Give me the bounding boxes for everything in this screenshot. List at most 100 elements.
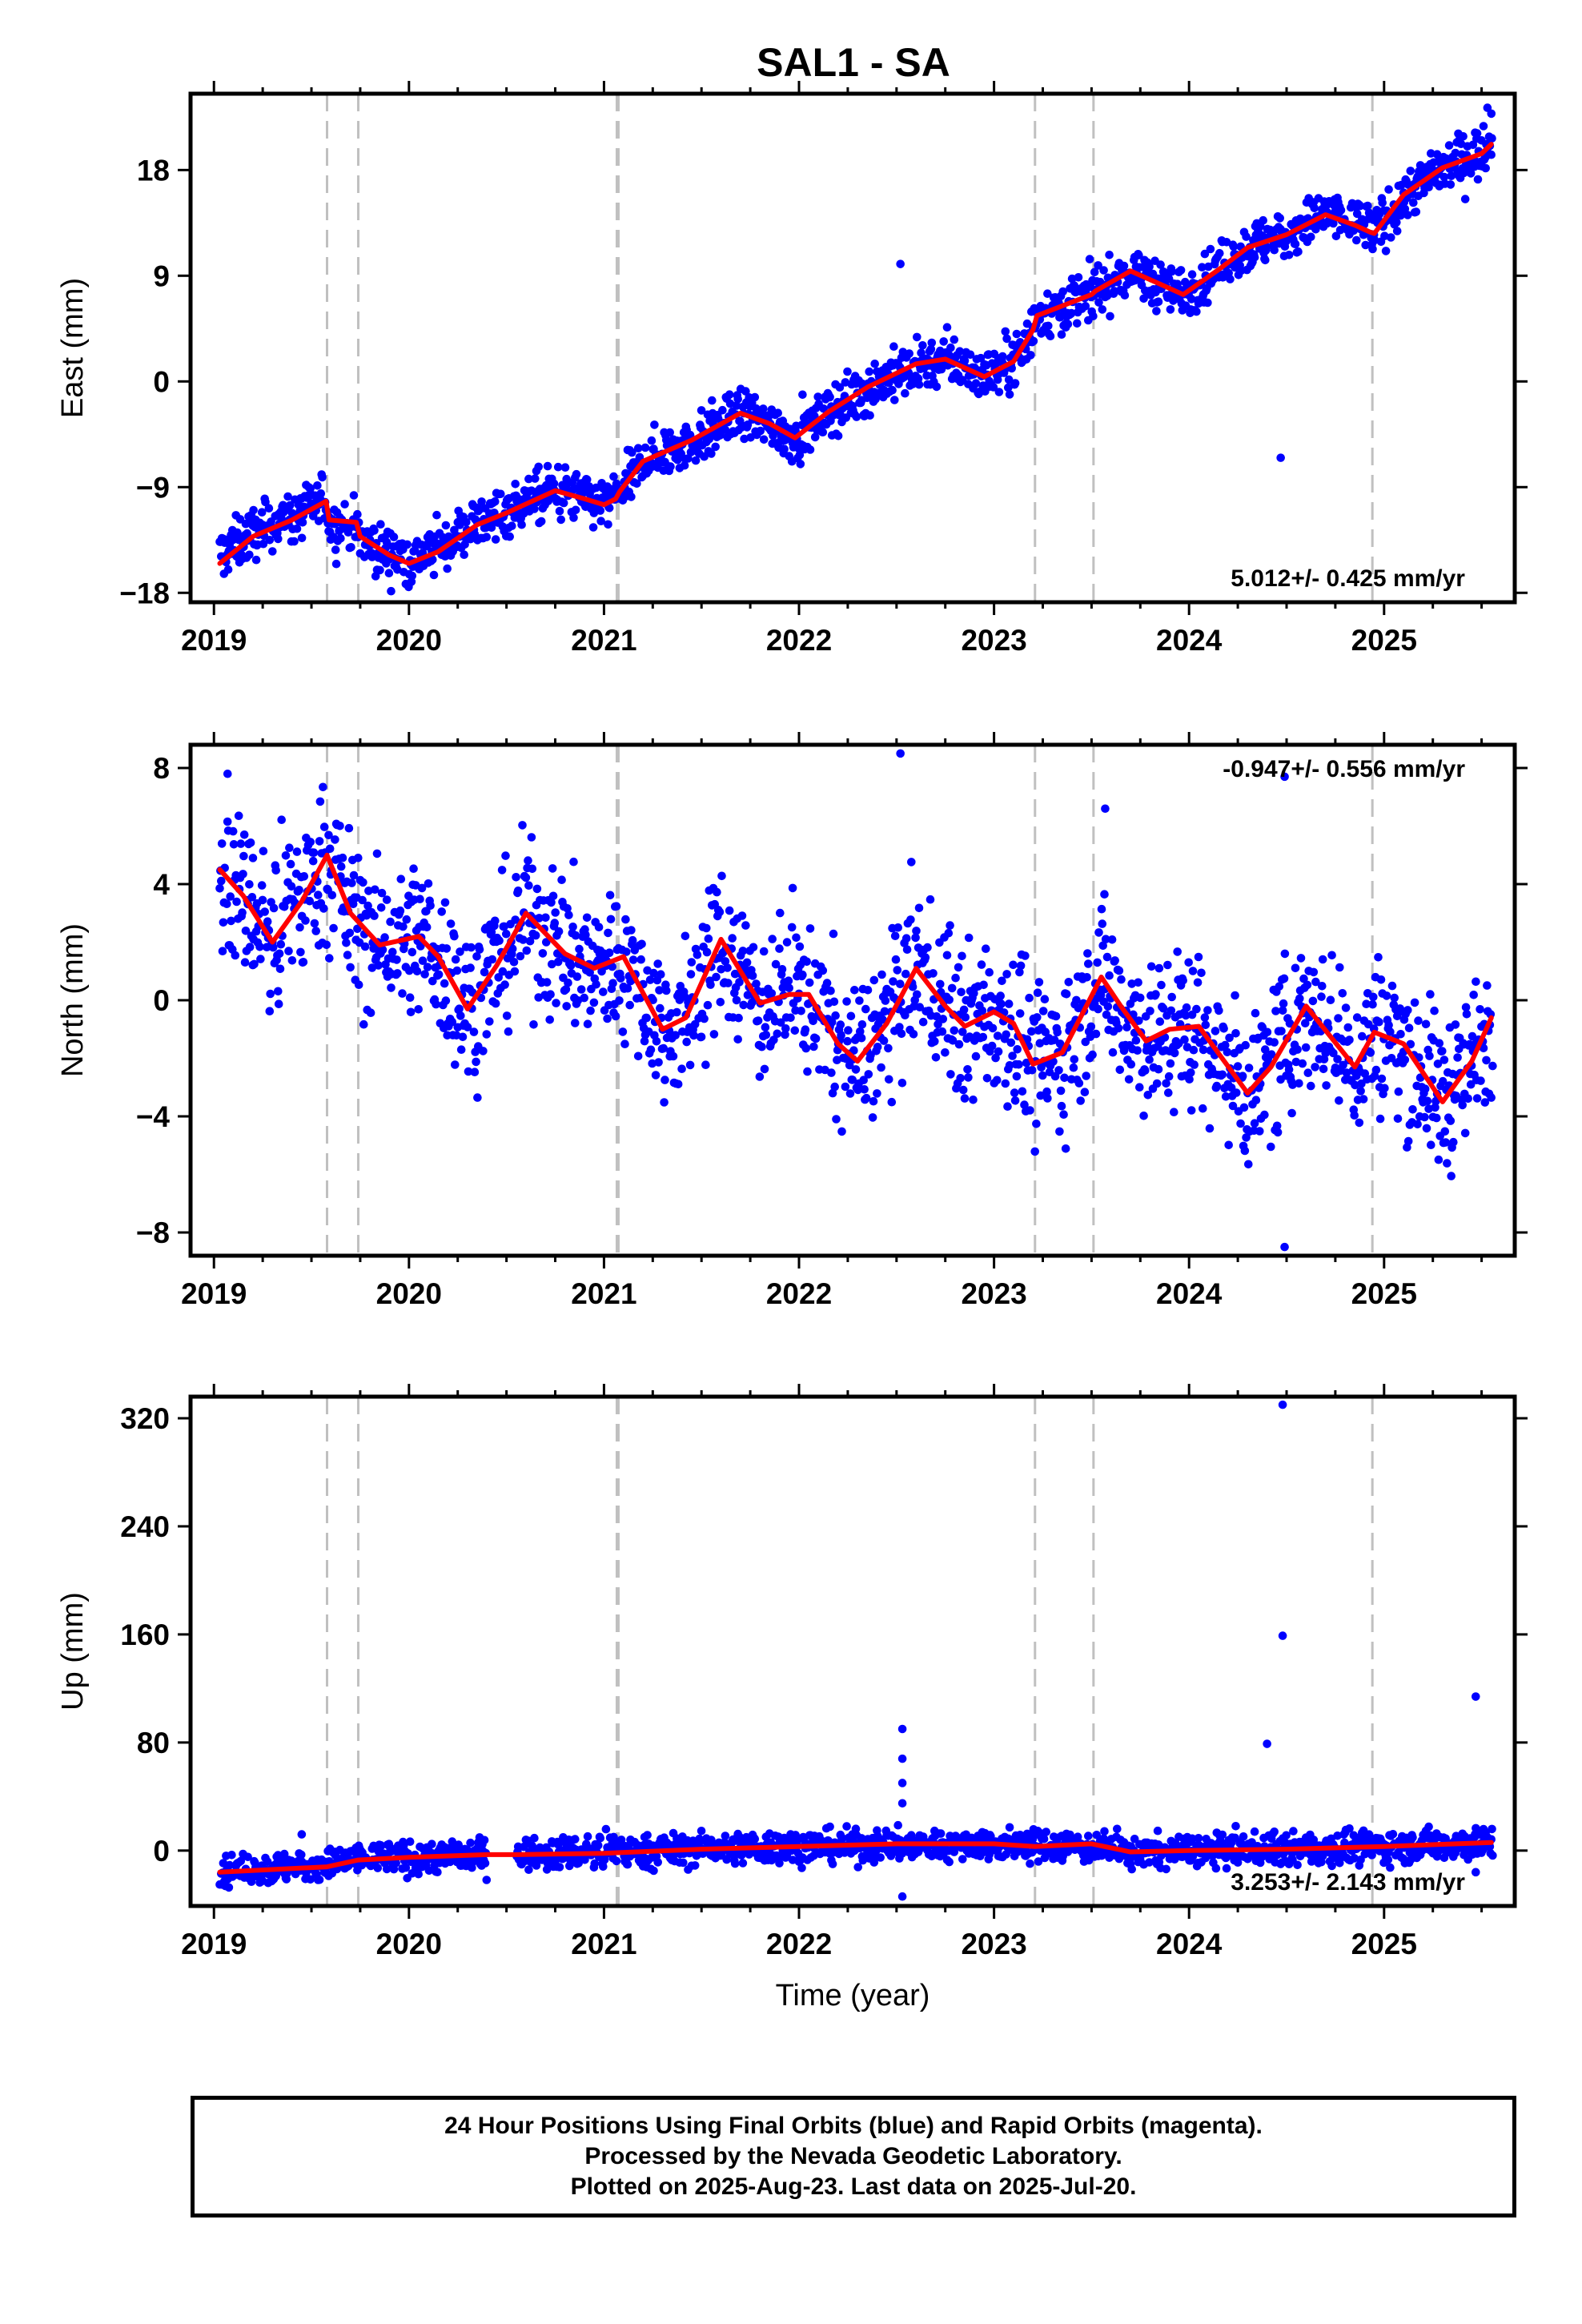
data-point — [700, 1014, 709, 1023]
data-point — [353, 924, 362, 934]
data-point — [509, 958, 519, 967]
data-point — [697, 1827, 706, 1835]
data-point — [586, 1006, 595, 1015]
data-point — [245, 943, 255, 951]
data-point — [319, 904, 328, 913]
data-point — [1180, 1035, 1189, 1044]
data-point — [275, 949, 284, 959]
data-point — [402, 915, 412, 924]
data-point — [1110, 956, 1119, 965]
data-point — [1432, 1113, 1441, 1123]
data-point — [1406, 167, 1415, 175]
data-point — [491, 916, 500, 926]
data-point — [895, 1023, 904, 1031]
data-point — [669, 1051, 678, 1061]
data-point — [742, 958, 752, 967]
data-point — [412, 967, 422, 976]
data-point — [250, 959, 259, 969]
data-point — [343, 951, 352, 959]
data-point — [749, 943, 758, 952]
data-point — [456, 947, 464, 956]
data-point — [1082, 973, 1091, 982]
data-point — [936, 979, 945, 989]
data-point — [456, 1045, 466, 1054]
data-point — [1472, 1094, 1482, 1103]
data-point — [1190, 1060, 1199, 1069]
data-point — [885, 1075, 893, 1084]
data-point — [1368, 244, 1377, 254]
data-point — [811, 1034, 821, 1043]
data-point — [1069, 1063, 1078, 1072]
data-point — [1370, 235, 1379, 245]
data-point — [1010, 1096, 1020, 1105]
data-point — [797, 1864, 806, 1872]
data-point — [1433, 1059, 1443, 1068]
data-point — [926, 895, 935, 904]
data-point — [1034, 978, 1044, 987]
data-point — [446, 919, 456, 928]
data-point — [869, 975, 879, 985]
data-point — [730, 969, 740, 979]
data-point — [331, 559, 341, 569]
data-point — [1015, 1009, 1025, 1018]
data-point — [466, 963, 475, 972]
data-point — [1307, 1081, 1315, 1091]
data-point — [263, 1857, 272, 1867]
data-point — [372, 849, 382, 858]
data-point — [792, 933, 801, 943]
data-point — [1025, 993, 1034, 1003]
data-point — [1291, 963, 1300, 973]
data-point — [1085, 255, 1094, 263]
data-point — [491, 497, 500, 506]
data-point — [988, 1023, 998, 1033]
data-point — [269, 903, 279, 913]
data-point — [1380, 231, 1389, 241]
data-point — [963, 1065, 972, 1074]
data-point — [1255, 1127, 1264, 1136]
data-point — [1181, 1011, 1191, 1020]
data-point — [1005, 390, 1014, 399]
data-point — [1409, 198, 1418, 207]
data-point — [861, 1004, 870, 1014]
data-point — [796, 460, 805, 468]
data-point — [497, 866, 507, 875]
data-point — [1236, 1119, 1245, 1128]
data-point — [1476, 1076, 1485, 1085]
data-point — [636, 955, 645, 964]
outlier-point — [1280, 772, 1289, 782]
data-point — [1135, 993, 1145, 1003]
data-point — [843, 367, 852, 376]
data-point — [656, 970, 665, 979]
data-point — [297, 533, 307, 543]
data-point — [347, 543, 355, 552]
data-point — [1443, 1159, 1452, 1168]
data-point — [1153, 1826, 1162, 1835]
data-point — [281, 851, 291, 860]
data-point — [1113, 1824, 1122, 1834]
data-point — [306, 484, 315, 493]
data-point — [725, 906, 734, 915]
data-point — [618, 1027, 628, 1036]
data-point — [416, 895, 424, 903]
data-point — [231, 951, 240, 960]
data-point — [524, 1865, 533, 1874]
data-point — [1100, 890, 1109, 899]
y-tick-label: −9 — [136, 471, 170, 504]
data-point — [433, 1868, 442, 1876]
y-tick-label: 8 — [153, 752, 170, 785]
data-point — [295, 923, 304, 932]
data-point — [451, 955, 460, 964]
model-fit-line — [217, 142, 1494, 566]
data-point — [707, 449, 716, 458]
data-point — [1480, 1098, 1490, 1107]
data-point — [1056, 1086, 1066, 1096]
data-point — [260, 907, 270, 916]
data-point — [1303, 1068, 1313, 1077]
data-point — [998, 976, 1006, 986]
data-point — [251, 555, 261, 565]
data-point — [769, 1035, 778, 1044]
data-point — [1033, 988, 1042, 997]
data-point — [376, 1841, 386, 1851]
data-point — [1259, 215, 1267, 225]
data-point — [1081, 302, 1090, 311]
